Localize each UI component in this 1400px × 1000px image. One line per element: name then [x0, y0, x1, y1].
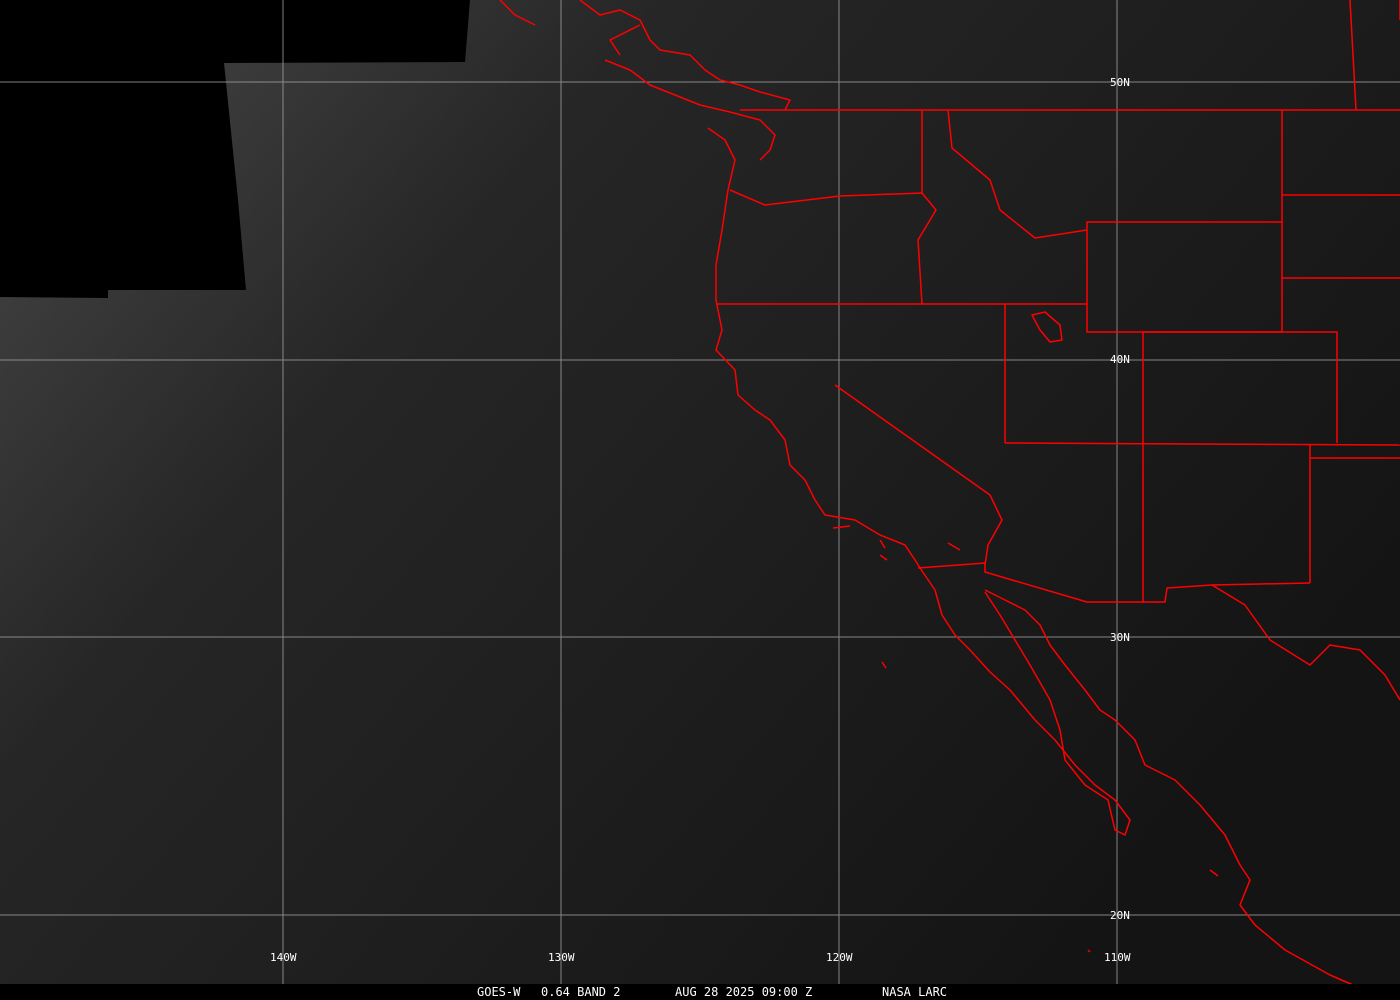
ca-nv-border [834, 384, 1003, 566]
image-caption-bar: GOES-W 0.64 BAND 2 AUG 28 2025 09:00 Z N… [0, 984, 1400, 1000]
mt-east-border [1349, 0, 1357, 111]
bc-coastline [499, 0, 791, 161]
lat-label-30n: 30N [1110, 631, 1130, 644]
rio-grande [1211, 584, 1400, 701]
grid-labels: 50N 40N 30N 20N 140W 130W 120W 110W [270, 76, 1131, 964]
no-data-region [0, 0, 470, 298]
lon-label-140w: 140W [270, 951, 297, 964]
lat-label-40n: 40N [1110, 353, 1130, 366]
id-mt-border [947, 109, 1088, 239]
lon-label-130w: 130W [548, 951, 575, 964]
us-west-coastline [707, 127, 1131, 836]
lat-label-20n: 20N [1110, 909, 1130, 922]
dakota-borders [1281, 0, 1400, 279]
four-corners-line [1004, 442, 1400, 446]
channel-label: 0.64 BAND 2 [541, 985, 621, 999]
us-mexico-border [917, 562, 1311, 603]
lat-label-50n: 50N [1110, 76, 1130, 89]
credit-label: NASA LARC [882, 985, 948, 999]
lon-label-120w: 120W [826, 951, 853, 964]
islands [832, 525, 1219, 953]
boundaries [499, 0, 1400, 989]
timestamp: AUG 28 2025 09:00 Z [675, 985, 813, 999]
colorado-border [1143, 331, 1338, 443]
mexico-mainland-coastline [984, 589, 1361, 989]
satellite-name: GOES-W [477, 985, 521, 999]
lon-label-110w: 110W [1104, 951, 1131, 964]
nm-east-border [1309, 445, 1400, 583]
great-salt-lake [1031, 311, 1063, 343]
